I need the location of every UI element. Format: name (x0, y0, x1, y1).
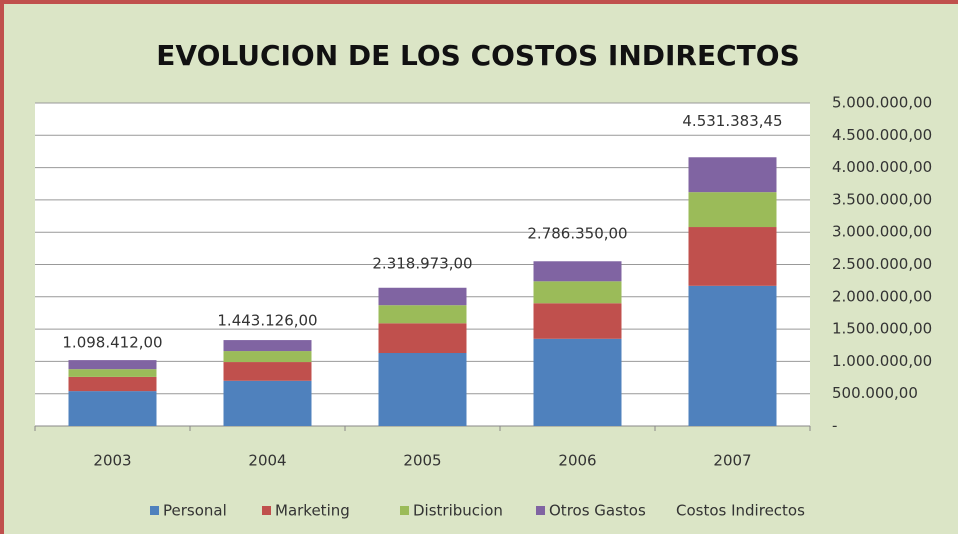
y-tick-label: 5.000.000,00 (832, 94, 932, 112)
bar-segment (378, 353, 467, 426)
y-tick-label: 3.500.000,00 (832, 190, 932, 208)
legend-label: Distribucion (413, 502, 503, 520)
y-tick-label: 2.500.000,00 (832, 255, 932, 273)
bar-segment (68, 391, 157, 426)
legend-label: Personal (163, 502, 227, 520)
data-label: 2.786.350,00 (527, 225, 627, 243)
bar-segment (688, 192, 777, 228)
legend-swatch (262, 506, 271, 515)
bar-segment (68, 376, 157, 392)
data-label: 1.443.126,00 (217, 311, 317, 329)
x-tick-label: 2004 (248, 452, 286, 470)
x-tick-label: 2007 (713, 452, 751, 470)
data-label: 4.531.383,45 (682, 112, 782, 130)
bar-segment (533, 338, 622, 426)
bar-segment (533, 303, 622, 339)
bar-segment (223, 340, 312, 352)
y-tick-label: 4.000.000,00 (832, 158, 932, 176)
bar-segment (688, 227, 777, 286)
y-tick-label: 500.000,00 (832, 384, 918, 402)
bar-segment (688, 157, 777, 193)
y-tick-label: 1.500.000,00 (832, 320, 932, 338)
y-tick-label: - (832, 417, 837, 435)
legend-swatch (536, 506, 545, 515)
data-label: 2.318.973,00 (372, 255, 472, 273)
bar-segment (68, 369, 157, 377)
y-tick-label: 2.000.000,00 (832, 287, 932, 305)
bar-segment (223, 362, 312, 381)
y-tick-label: 1.000.000,00 (832, 352, 932, 370)
y-tick-label: 3.000.000,00 (832, 223, 932, 241)
x-tick-label: 2003 (93, 452, 131, 470)
bar-segment (533, 281, 622, 304)
x-tick-label: 2005 (403, 452, 441, 470)
bar-segment (223, 380, 312, 426)
bar-segment (378, 305, 467, 324)
legend-swatch (150, 506, 159, 515)
legend-label: Marketing (275, 502, 350, 520)
data-label: 1.098.412,00 (62, 334, 162, 352)
bar-segment (533, 261, 622, 282)
bar-segment (378, 323, 467, 354)
legend-swatch (400, 506, 409, 515)
bar-segment (378, 287, 467, 306)
legend-label: Costos Indirectos (676, 502, 805, 520)
bar-segment (223, 351, 312, 363)
chart-title: EVOLUCION DE LOS COSTOS INDIRECTOS (156, 39, 799, 72)
bar-segment (688, 285, 777, 426)
x-tick-label: 2006 (558, 452, 596, 470)
legend-label: Otros Gastos (549, 502, 646, 520)
bar-segment (68, 360, 157, 370)
y-tick-label: 4.500.000,00 (832, 126, 932, 144)
